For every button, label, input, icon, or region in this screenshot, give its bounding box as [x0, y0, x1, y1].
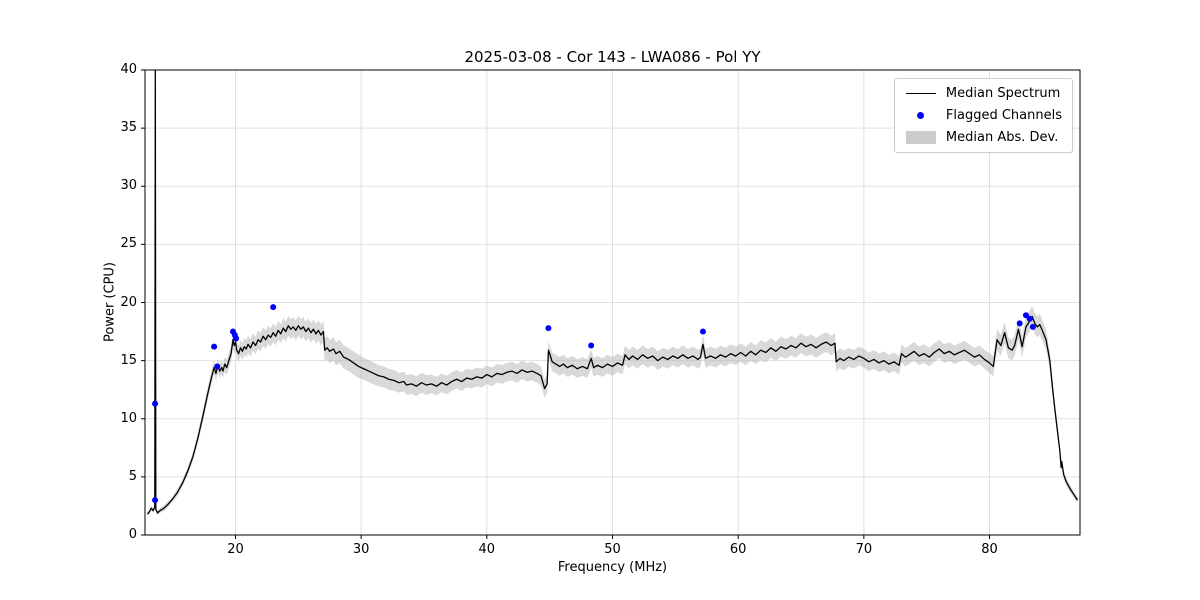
y-tick-label: 10: [120, 410, 137, 426]
flagged-channel-dot: [233, 335, 240, 342]
x-tick-label: 80: [981, 542, 998, 557]
legend-label-median-spectrum: Median Spectrum: [945, 86, 1061, 101]
legend-item-median-abs-dev: Median Abs. Dev.: [905, 130, 1062, 145]
x-tick-label: 20: [227, 542, 244, 557]
legend: Median Spectrum Flagged Channels Median …: [893, 78, 1073, 153]
y-tick-label: 20: [120, 294, 137, 310]
flagged-channel-dot: [214, 363, 221, 370]
flagged-channel-dot-icon: [905, 112, 937, 119]
flagged-channel-dot: [699, 328, 706, 335]
x-tick-label: 50: [604, 542, 621, 557]
flagged-channel-dot: [588, 342, 595, 349]
median-spectrum-line: [147, 70, 1079, 515]
legend-item-flagged-channels: Flagged Channels: [905, 108, 1062, 123]
axes-border: [144, 69, 1081, 536]
flagged-channel-dot: [152, 497, 159, 504]
legend-item-median-spectrum: Median Spectrum: [905, 86, 1062, 101]
flagged-channel-dot: [211, 343, 218, 350]
mad-band-swatch-icon: [905, 131, 937, 144]
flagged-channel-dot: [152, 400, 159, 407]
y-tick-label: 15: [120, 352, 137, 368]
y-tick-label: 5: [128, 468, 137, 484]
flagged-channel-dot: [1022, 312, 1029, 319]
flagged-channel-dot: [1029, 323, 1036, 330]
y-tick-label: 30: [120, 178, 137, 194]
flagged-channel-dot: [1016, 320, 1023, 327]
flagged-channel-dot: [545, 325, 552, 332]
y-tick-label: 0: [128, 527, 137, 542]
flagged-channel-dot: [1026, 315, 1033, 322]
chart-title: 2025-03-08 - Cor 143 - LWA086 - Pol YY: [464, 48, 761, 66]
x-tick-label: 70: [855, 542, 873, 557]
y-tick-label: 35: [120, 120, 137, 136]
x-tick-label: 60: [729, 542, 747, 557]
x-axis-label: Frequency (MHz): [557, 560, 668, 575]
y-tick-label: 40: [120, 62, 137, 77]
legend-label-flagged-channels: Flagged Channels: [945, 108, 1062, 123]
y-tick-label: 25: [120, 236, 137, 252]
x-tick-label: 40: [478, 542, 496, 557]
x-tick-label: 30: [352, 542, 370, 557]
legend-label-median-abs-dev: Median Abs. Dev.: [945, 130, 1059, 145]
median-spectrum-line-icon: [905, 93, 937, 94]
flagged-channel-dot: [270, 304, 277, 311]
